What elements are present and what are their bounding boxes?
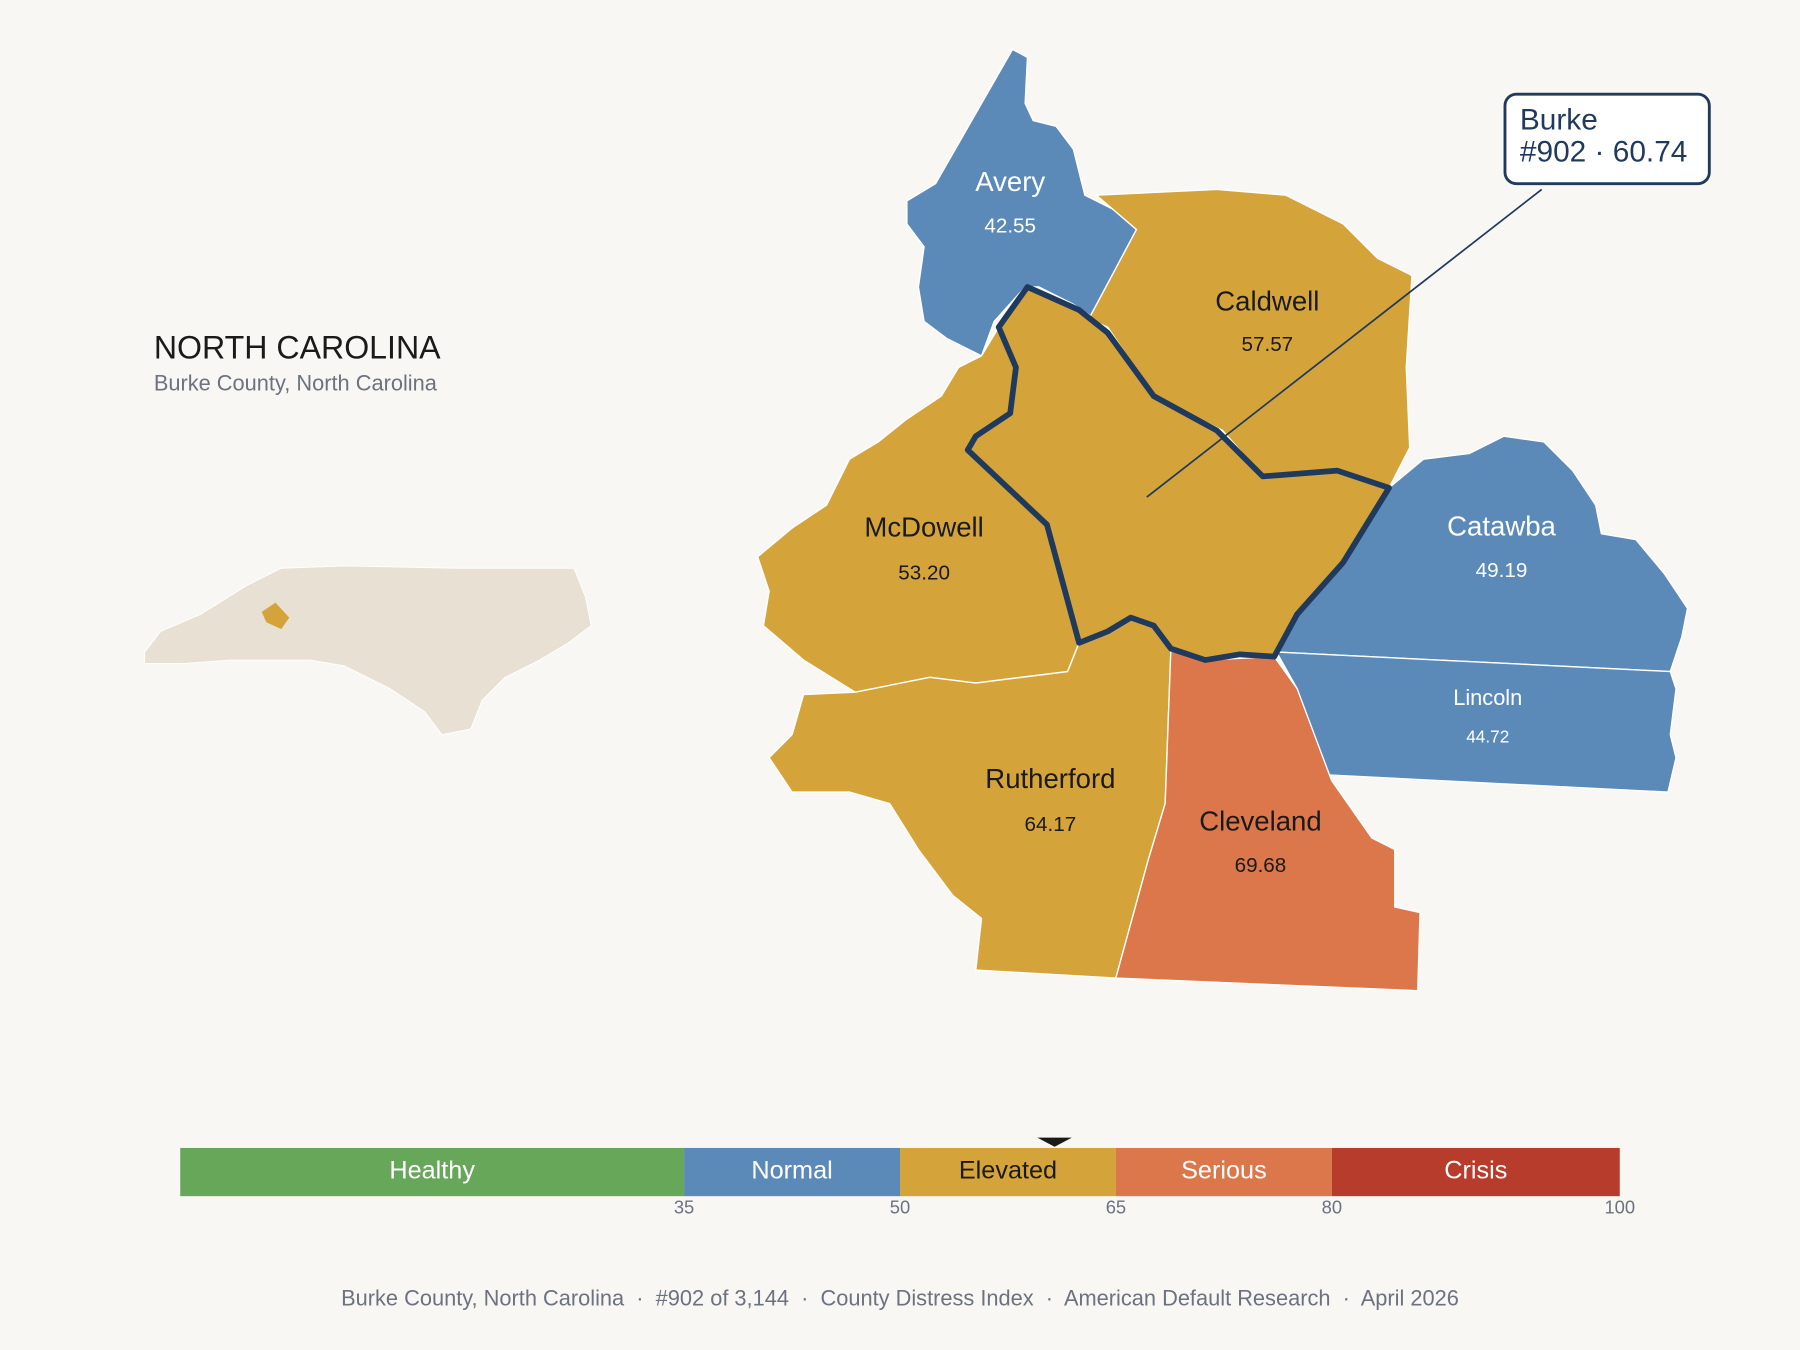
scale-band (684, 1147, 900, 1197)
callout-box (1503, 92, 1711, 186)
county-shape (1275, 651, 1677, 793)
county-value: 64.17 (1025, 813, 1077, 836)
county-shape (1038, 188, 1413, 489)
county-name: Lincoln (1453, 685, 1522, 710)
subtitle: Burke County, North Carolina (154, 370, 438, 395)
scale-tick-label: 35 (674, 1197, 694, 1218)
county-value: 42.55 (984, 215, 1036, 238)
callout-line: #902 · 60.74 (1520, 136, 1688, 169)
county-value: 49.19 (1476, 559, 1528, 582)
county-name: McDowell (864, 511, 983, 542)
county-name: Avery (975, 166, 1045, 197)
scale-tick-label: 50 (890, 1197, 910, 1218)
scale-tick-label: 100 (1604, 1197, 1635, 1218)
county-name: Cleveland (1199, 805, 1322, 836)
scale-marker (1037, 1137, 1072, 1147)
scale-band (180, 1147, 685, 1197)
inset-highlight (261, 602, 290, 630)
scale-band-label: Healthy (389, 1157, 475, 1185)
footer: Burke County, North Carolina · #902 of 3… (341, 1285, 1459, 1310)
scale-band (1115, 1147, 1332, 1197)
title: NORTH CAROLINA (154, 330, 441, 366)
callout-line: Burke (1520, 104, 1598, 137)
scale-band-label: Serious (1181, 1157, 1267, 1185)
scale-tick-label: 80 (1322, 1197, 1342, 1218)
county-name: Catawba (1447, 510, 1556, 541)
county-shape (906, 48, 1138, 357)
county-value: 53.20 (898, 561, 950, 584)
state-inset (144, 565, 592, 736)
county-name: Caldwell (1215, 285, 1319, 316)
scale-band (900, 1147, 1116, 1197)
scale-band-label: Normal (751, 1157, 832, 1185)
callout-leader (1146, 188, 1543, 498)
scale-band-label: Crisis (1444, 1157, 1507, 1185)
county-value: 44.72 (1466, 727, 1509, 747)
county-shape (1114, 647, 1421, 992)
scale-band (1331, 1147, 1620, 1197)
county-name: Rutherford (985, 763, 1115, 794)
scale-tick-label: 65 (1106, 1197, 1126, 1218)
county-value: 57.57 (1241, 333, 1293, 356)
scale-band-label: Elevated (959, 1157, 1057, 1185)
county-value: 69.68 (1235, 854, 1287, 877)
